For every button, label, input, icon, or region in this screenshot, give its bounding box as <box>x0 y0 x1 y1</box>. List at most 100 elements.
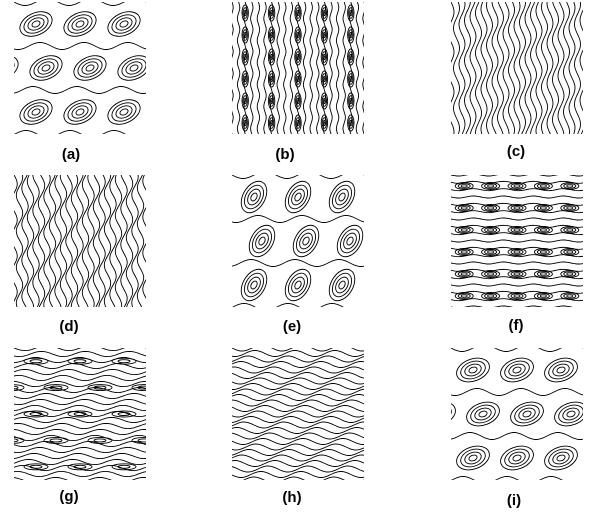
contour-ring <box>250 280 258 290</box>
contour-ring <box>251 228 273 254</box>
contour-ring <box>481 292 501 300</box>
contour-line <box>131 175 139 307</box>
contour-ring <box>27 17 45 31</box>
contour-line <box>451 305 574 307</box>
contour-line <box>563 2 570 134</box>
contour-ring <box>560 182 580 190</box>
contour-ring <box>481 204 501 212</box>
contour-ring <box>269 95 275 107</box>
contour-ring <box>291 188 305 206</box>
contour-line <box>103 175 112 307</box>
contour-ring <box>348 29 354 41</box>
contour-ring <box>321 117 327 129</box>
contour-ring <box>321 95 327 107</box>
contour-ring <box>533 248 553 256</box>
contour-ring <box>14 384 25 392</box>
panel-i <box>451 348 583 480</box>
contour-line <box>14 356 146 364</box>
contour-ring <box>513 184 521 188</box>
contour-ring <box>242 117 248 129</box>
contour-line <box>87 175 95 307</box>
contour-ring <box>533 226 553 234</box>
contour-ring <box>484 293 498 299</box>
contour-ring <box>512 454 522 462</box>
contour-ring <box>563 249 577 255</box>
contour-ring <box>137 385 146 390</box>
contour-line <box>302 2 307 134</box>
panel-f <box>451 175 583 307</box>
contour-ring <box>115 105 133 119</box>
contour-line <box>349 2 353 134</box>
contour-line <box>491 2 499 134</box>
contour-ring <box>454 270 474 278</box>
contour-ring <box>71 105 89 119</box>
contour-ring <box>510 293 524 299</box>
contour-ring <box>510 205 524 211</box>
contour-ring <box>484 227 498 233</box>
contour-ring <box>111 14 137 34</box>
contour-ring <box>504 360 530 380</box>
contour-ring <box>507 270 527 278</box>
contour-line <box>579 9 583 134</box>
contour-ring <box>347 4 355 22</box>
contour-line <box>14 434 146 442</box>
contour-line <box>362 2 364 134</box>
contour-ring <box>484 249 498 255</box>
contour-ring <box>548 360 574 380</box>
contour-ring <box>241 114 249 132</box>
contour-ring <box>115 17 133 31</box>
contour-ring <box>539 250 547 254</box>
contour-line <box>451 254 583 258</box>
contour-line <box>14 458 146 466</box>
contour-ring <box>348 95 354 107</box>
contour-ring <box>269 73 275 85</box>
contour-ring <box>296 31 300 39</box>
contour-line <box>232 394 364 401</box>
contour-ring <box>241 48 249 66</box>
contour-ring <box>478 410 488 418</box>
separatrix-line <box>14 130 127 134</box>
contour-ring <box>328 268 356 302</box>
contour-ring <box>533 270 553 278</box>
contour-ring <box>563 183 577 189</box>
contour-line <box>480 2 488 134</box>
contour-line <box>232 405 364 412</box>
contour-line <box>136 175 145 307</box>
contour-ring <box>87 436 113 444</box>
contour-ring <box>67 357 93 365</box>
contour-ring <box>295 7 301 19</box>
contour-ring <box>347 114 355 132</box>
caption-i: (i) <box>506 492 522 509</box>
contour-plot-h <box>232 348 364 480</box>
contour-ring <box>287 184 309 210</box>
separatrix-line <box>232 259 364 267</box>
contour-ring <box>513 250 521 254</box>
contour-line <box>14 392 146 400</box>
contour-ring <box>457 183 471 189</box>
contour-ring <box>295 29 301 41</box>
contour-line <box>464 2 471 134</box>
contour-line <box>70 175 79 307</box>
contour-line <box>296 2 300 134</box>
contour-line <box>524 2 532 134</box>
contour-ring <box>510 401 544 427</box>
contour-ring <box>347 92 355 110</box>
contour-line <box>14 380 146 388</box>
contour-ring <box>242 73 248 85</box>
contour-ring <box>460 294 468 298</box>
contour-ring <box>457 249 471 255</box>
contour-ring <box>338 280 346 290</box>
contour-ring <box>336 224 364 258</box>
contour-ring <box>131 384 146 392</box>
contour-ring <box>468 366 478 374</box>
contour-line <box>451 188 583 192</box>
contour-line <box>486 2 493 134</box>
contour-ring <box>294 26 302 44</box>
contour-line <box>451 232 583 236</box>
contour-ring <box>295 228 317 254</box>
contour-ring <box>320 70 329 88</box>
contour-ring <box>460 448 486 468</box>
contour-plot-f <box>451 175 583 307</box>
contour-ring <box>75 108 85 116</box>
contour-ring <box>284 268 312 302</box>
